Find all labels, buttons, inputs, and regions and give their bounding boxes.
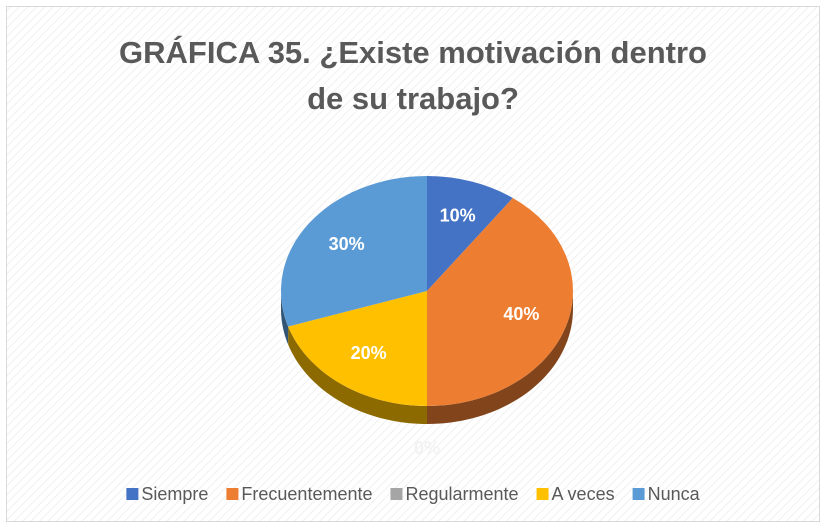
slice	[427, 176, 513, 291]
legend-item: Regularmente	[390, 484, 519, 504]
slice-side	[288, 326, 427, 424]
legend-label: Siempre	[141, 484, 208, 504]
legend-swatch	[390, 488, 403, 500]
legend-label: A veces	[552, 484, 615, 504]
legend: Siempre Frecuentemente Regularmente A veces…	[126, 484, 701, 504]
slice-side	[281, 291, 289, 345]
data-label: 0%	[414, 438, 440, 458]
legend-item: Frecuentemente	[226, 484, 372, 504]
legend-swatch	[126, 488, 139, 500]
slice	[288, 291, 427, 406]
legend-item: Nunca	[632, 484, 701, 504]
data-label: 10%	[440, 205, 476, 225]
chart-title: GRÁFICA 35. ¿Existe motivación dentro de…	[119, 35, 707, 116]
slice	[281, 176, 427, 327]
legend-label: Nunca	[648, 484, 701, 504]
legend-swatch	[226, 488, 239, 500]
pie: 10% 40% 0% 20% 30%	[281, 176, 573, 458]
legend-item: A veces	[536, 484, 615, 504]
data-label: 40%	[503, 304, 539, 324]
slice-side	[427, 291, 573, 424]
legend-label: Frecuentemente	[241, 484, 372, 504]
legend-swatch	[632, 488, 645, 500]
data-label: 20%	[351, 343, 387, 363]
legend-label: Regularmente	[405, 484, 518, 504]
legend-item: Siempre	[126, 484, 208, 504]
data-label: 30%	[329, 234, 365, 254]
slice	[427, 197, 573, 406]
legend-swatch	[536, 488, 549, 500]
